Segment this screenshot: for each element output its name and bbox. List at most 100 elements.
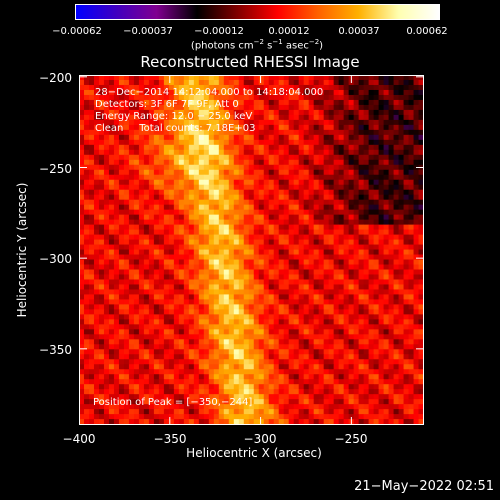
heatmap-cell xyxy=(373,339,379,345)
heatmap-cell xyxy=(408,419,414,425)
heatmap-cell xyxy=(363,299,370,305)
heatmap-cell xyxy=(358,259,365,265)
heatmap-cell xyxy=(128,349,135,355)
heatmap-cell xyxy=(268,174,275,181)
heatmap-cell xyxy=(243,159,250,166)
heatmap-cell xyxy=(378,359,384,365)
heatmap-cell xyxy=(323,154,330,161)
heatmap-cell xyxy=(258,104,265,111)
heatmap-cell xyxy=(228,324,235,330)
heatmap-cell xyxy=(318,104,325,111)
heatmap-cell xyxy=(173,409,180,415)
heatmap-cell xyxy=(148,104,155,111)
heatmap-cell xyxy=(383,409,389,415)
heatmap-cell xyxy=(418,304,424,310)
heatmap-cell xyxy=(248,299,255,305)
heatmap-cell xyxy=(193,274,200,280)
heatmap-cell xyxy=(378,174,384,181)
heatmap-cell xyxy=(378,384,384,390)
heatmap-cell xyxy=(263,354,270,360)
heatmap-cell xyxy=(233,279,240,285)
heatmap-cell xyxy=(248,204,255,211)
heatmap-cell xyxy=(133,134,140,141)
heatmap-cell xyxy=(358,204,365,211)
heatmap-cell xyxy=(79,354,85,360)
heatmap-cell xyxy=(233,379,240,385)
heatmap-cell xyxy=(223,329,230,335)
heatmap-cell xyxy=(393,204,399,211)
heatmap-cell xyxy=(79,329,85,335)
heatmap-cell xyxy=(378,399,384,405)
heatmap-cell xyxy=(298,109,305,116)
heatmap-cell xyxy=(143,349,150,355)
heatmap-cell xyxy=(263,179,270,186)
heatmap-cell xyxy=(108,269,115,275)
heatmap-cell xyxy=(373,75,379,81)
heatmap-cell xyxy=(143,174,150,181)
heatmap-cell xyxy=(273,84,280,91)
heatmap-cell xyxy=(318,359,325,365)
heatmap-cell xyxy=(228,244,235,250)
heatmap-cell xyxy=(293,279,300,285)
heatmap-cell xyxy=(243,164,250,171)
heatmap-cell xyxy=(138,274,145,280)
heatmap-cell xyxy=(218,354,225,360)
heatmap-cell xyxy=(258,144,265,151)
heatmap-cell xyxy=(233,119,240,126)
heatmap-cell xyxy=(378,419,384,425)
heatmap-cell xyxy=(143,304,150,310)
heatmap-cell xyxy=(203,124,210,131)
heatmap-cell xyxy=(143,209,150,216)
heatmap-cell xyxy=(108,364,115,370)
heatmap-cell xyxy=(118,124,125,131)
heatmap-cell xyxy=(318,324,325,330)
heatmap-cell xyxy=(138,354,145,360)
heatmap-cell xyxy=(158,344,165,350)
heatmap-cell xyxy=(378,154,384,161)
heatmap-cell xyxy=(138,144,145,151)
heatmap-cell xyxy=(178,269,185,275)
heatmap-cell xyxy=(103,319,110,325)
heatmap-cell xyxy=(163,224,170,230)
heatmap-cell xyxy=(173,239,180,245)
heatmap-cell xyxy=(123,304,130,310)
heatmap-cell xyxy=(358,319,365,325)
heatmap-cell xyxy=(348,319,355,325)
heatmap-cell xyxy=(193,99,200,106)
heatmap-cell xyxy=(168,354,175,360)
heatmap-cell xyxy=(303,419,310,425)
heatmap-cell xyxy=(98,254,105,260)
heatmap-cell xyxy=(213,79,220,86)
heatmap-cell xyxy=(328,409,335,415)
heatmap-cell xyxy=(278,419,285,425)
heatmap-cell xyxy=(123,414,130,420)
heatmap-cell xyxy=(228,274,235,280)
heatmap-cell xyxy=(243,94,250,101)
heatmap-cell xyxy=(79,124,85,131)
heatmap-cell xyxy=(263,94,270,101)
heatmap-cell xyxy=(148,284,155,290)
heatmap-cell xyxy=(243,369,250,375)
heatmap-cell xyxy=(153,184,160,191)
heatmap-cell xyxy=(383,109,389,116)
heatmap-cell xyxy=(203,104,210,111)
heatmap-cell xyxy=(148,75,155,81)
heatmap-cell xyxy=(338,414,345,420)
heatmap-cell xyxy=(173,374,180,380)
heatmap-cell xyxy=(193,409,200,415)
heatmap-cell xyxy=(223,344,230,350)
heatmap-cell xyxy=(358,289,365,295)
heatmap-cell xyxy=(88,304,95,310)
heatmap-cell xyxy=(188,169,195,176)
heatmap-cell xyxy=(383,184,389,191)
heatmap-cell xyxy=(148,244,155,250)
heatmap-cell xyxy=(198,399,205,405)
heatmap-cell xyxy=(318,279,325,285)
heatmap-cell xyxy=(248,219,255,226)
heatmap-cell xyxy=(378,199,384,206)
heatmap-cell xyxy=(128,119,135,126)
heatmap-cell xyxy=(163,209,170,216)
heatmap-cell xyxy=(203,84,210,91)
heatmap-cell xyxy=(88,119,95,126)
colorbar-tick-label: 0.00012 xyxy=(268,26,310,37)
